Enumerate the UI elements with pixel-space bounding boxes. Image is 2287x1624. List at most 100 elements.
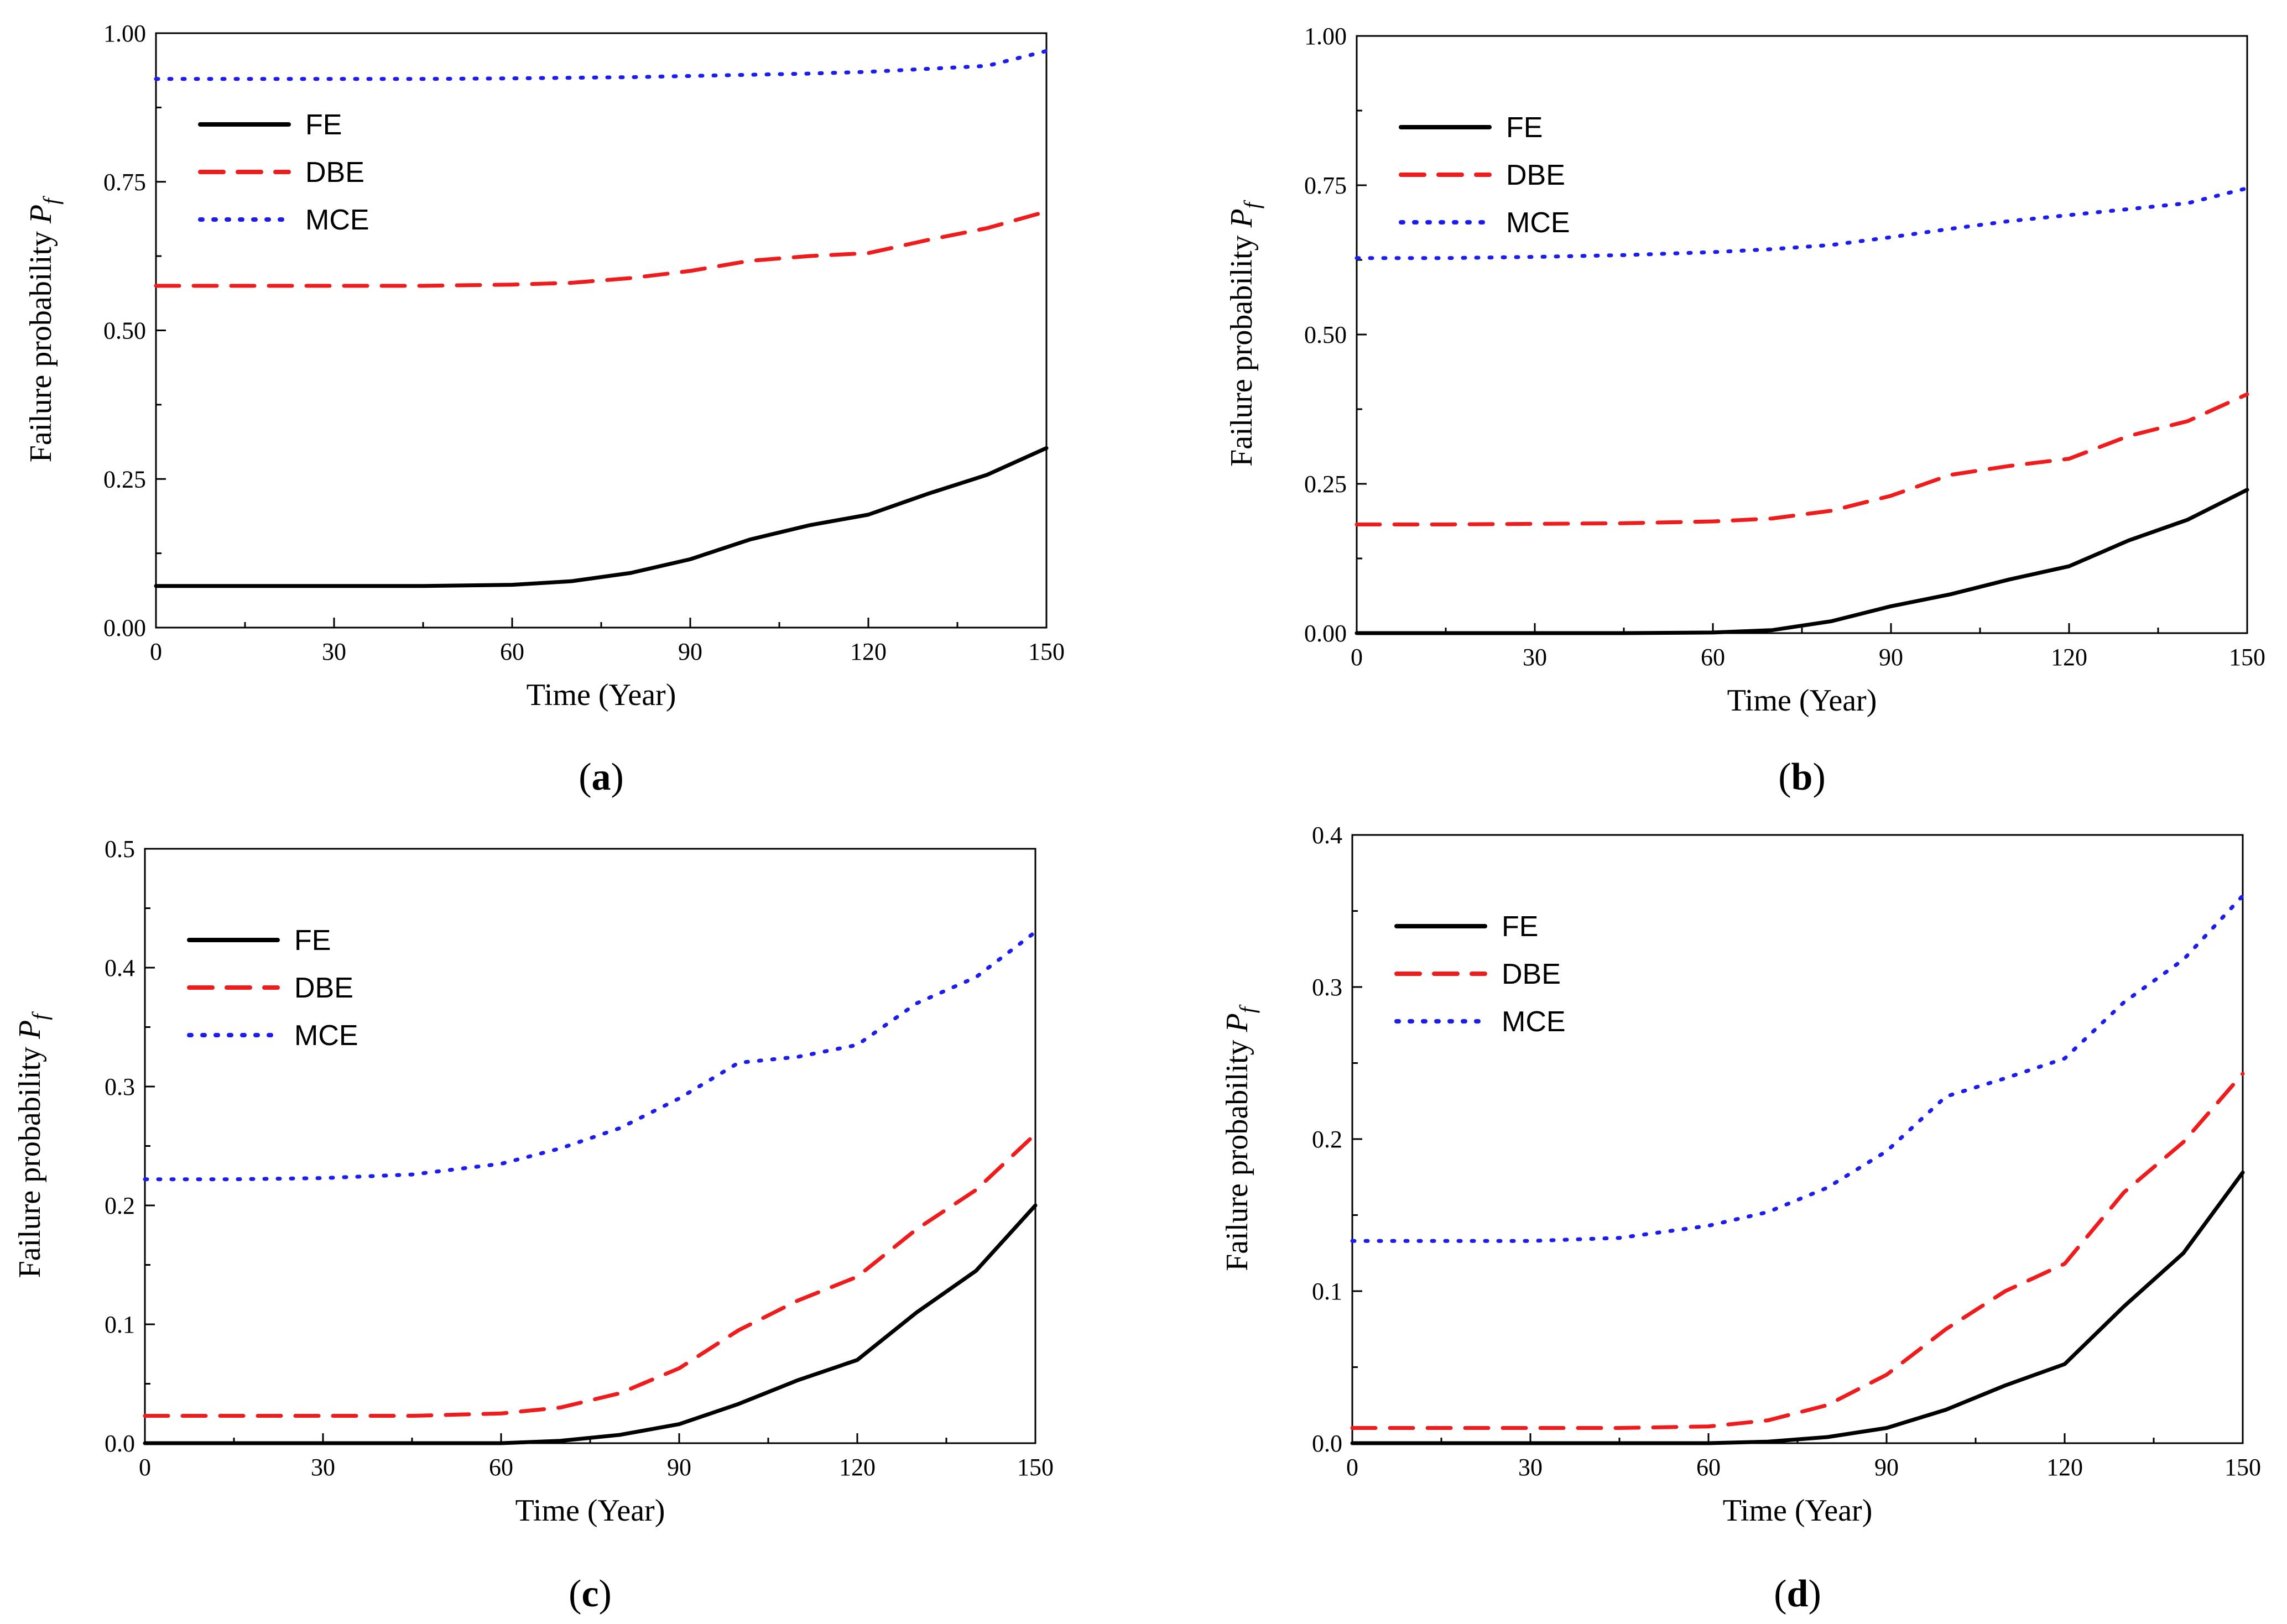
legend-label-dbe: DBE [294,972,353,1004]
x-tick-label: 150 [1028,638,1065,665]
caption-open-paren: ( [579,756,591,798]
y-axis-symbol: P [24,205,58,224]
series-line-mce [154,49,1049,81]
legend-label-fe: FE [1502,911,1538,943]
legend-label-fe: FE [305,109,342,141]
series-line-dbe [1350,1072,2245,1430]
panel-caption: (b) [1778,756,1826,798]
x-tick-label: 90 [667,1454,691,1481]
chart-panel-d: 0 30 60 90 120 150 0.0 0.1 0.2 0.3 0.4 Time (Year) F… [1220,822,2261,1615]
y-tick-label: 0.25 [1304,471,1347,498]
y-tick-label: 0.4 [1312,822,1342,849]
y-tick-label: 1.00 [103,20,146,47]
y-axis-title: Failure probability Pf [1220,1004,1260,1271]
x-tick-label: 30 [311,1454,335,1481]
panel-caption: (c) [569,1573,612,1615]
y-axis-title: Failure probability Pf [13,1011,53,1278]
panel-caption: (a) [579,756,624,798]
x-tick-label: 150 [1017,1454,1054,1481]
series-line-fe [143,1203,1038,1445]
legend-label-dbe: DBE [1502,958,1561,990]
y-tick-label: 0.2 [105,1192,135,1219]
x-tick-label: 120 [839,1454,876,1481]
x-axis-title: Time (Year) [515,1494,665,1528]
caption-close-paren: ) [1812,756,1825,798]
y-tick-label: 0.75 [1304,172,1347,199]
y-axis-symbol: P [1220,1013,1254,1032]
caption-close-paren: ) [599,1573,612,1615]
panel-caption: (d) [1774,1573,1821,1615]
series-line-mce [1350,894,2245,1243]
x-tick-label: 0 [150,638,162,665]
y-axis-subscript: f [28,1011,53,1020]
x-tick-label: 60 [500,638,524,665]
y-axis-subscript: f [1239,200,1264,208]
y-axis-subscript: f [39,196,64,205]
legend-label-mce: MCE [1502,1006,1566,1038]
chart-panel-c: 0 30 60 90 120 150 0.0 0.1 0.2 0.3 0.4 0.5 Time (Yea… [13,836,1054,1615]
y-axis-symbol: P [1225,208,1259,228]
y-axis-title-text: Failure probability [1225,227,1259,466]
x-tick-label: 150 [2229,644,2265,671]
x-tick-label: 120 [2051,644,2087,671]
x-tick-label: 0 [1351,644,1363,671]
caption-open-paren: ( [1778,756,1791,798]
x-tick-label: 60 [1696,1454,1721,1481]
y-tick-label: 0.00 [103,614,146,641]
caption-close-paren: ) [1808,1573,1821,1615]
legend-label-mce: MCE [305,204,369,236]
plot-frame [144,848,1036,1444]
y-tick-label: 1.00 [1304,23,1347,50]
x-axis-title: Time (Year) [1727,683,1877,718]
y-tick-label: 0.1 [105,1311,135,1338]
caption-open-paren: ( [1774,1573,1786,1615]
chart-panel-a: 0 30 60 90 120 150 0.00 0.25 0.50 0.75 1.00 Time (Y… [24,20,1065,798]
legend-label-dbe: DBE [1506,159,1565,191]
y-tick-label: 0.5 [105,836,135,863]
caption-open-paren: ( [569,1573,581,1615]
series-line-dbe [1355,392,2249,526]
x-tick-label: 120 [850,638,887,665]
series-line-dbe [154,210,1049,288]
series-line-dbe [143,1132,1038,1418]
x-tick-label: 90 [678,638,702,665]
x-tick-label: 150 [2225,1454,2261,1481]
y-axis-title-text: Failure probability [13,1039,47,1278]
y-axis-title: Failure probability Pf [24,196,64,463]
y-tick-label: 0.0 [1312,1430,1342,1457]
y-axis-title-text: Failure probability [24,223,58,462]
x-tick-label: 60 [1701,644,1725,671]
y-tick-label: 0.1 [1312,1278,1342,1305]
y-axis-title-text: Failure probability [1220,1032,1254,1271]
series-line-fe [154,446,1049,588]
y-tick-label: 0.00 [1304,620,1347,647]
y-tick-label: 0.0 [105,1430,135,1457]
chart-panel-b: 0 30 60 90 120 150 0.00 0.25 0.50 0.75 1.00 Time (Y… [1225,23,2265,798]
caption-letter: b [1791,756,1813,798]
caption-letter: d [1787,1573,1809,1615]
x-tick-label: 30 [1518,1454,1543,1481]
plot-frame [155,32,1048,629]
y-tick-label: 0.3 [105,1073,135,1100]
x-tick-label: 90 [1879,644,1903,671]
y-tick-label: 0.2 [1312,1126,1342,1153]
y-axis-symbol: P [13,1020,47,1040]
y-tick-label: 0.50 [1304,321,1347,348]
y-tick-label: 0.50 [103,317,146,344]
series-line-fe [1355,488,2249,635]
legend-label-fe: FE [1506,112,1543,144]
x-tick-label: 0 [139,1454,151,1481]
legend-label-fe: FE [294,925,331,957]
legend-label-dbe: DBE [305,156,364,189]
x-tick-label: 120 [2046,1454,2083,1481]
y-axis-title: Failure probability Pf [1225,200,1264,467]
y-tick-label: 0.4 [105,954,135,981]
x-tick-label: 0 [1346,1454,1358,1481]
x-axis-title: Time (Year) [1723,1494,1873,1528]
x-tick-label: 60 [489,1454,513,1481]
caption-close-paren: ) [611,756,624,798]
caption-letter: a [592,756,611,798]
x-axis-title: Time (Year) [527,678,676,712]
y-tick-label: 0.75 [103,169,146,196]
